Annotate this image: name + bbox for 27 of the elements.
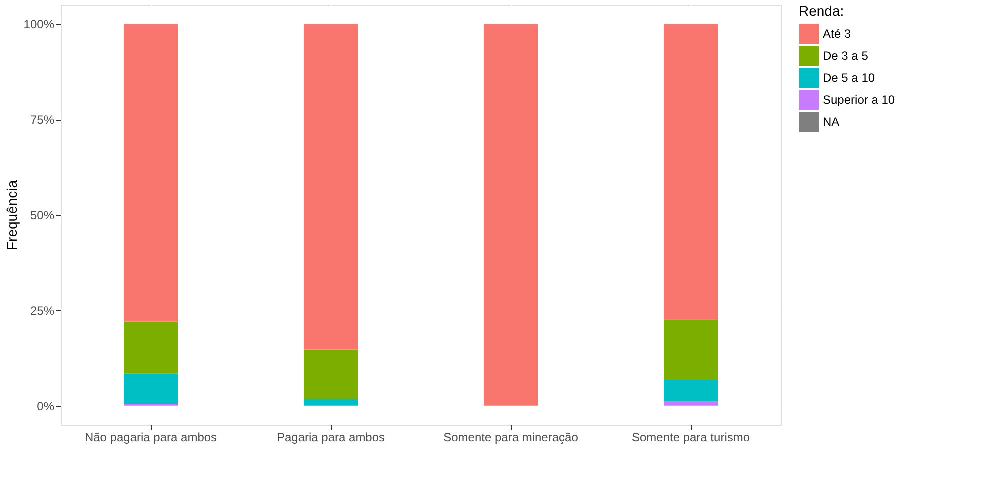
bar (664, 401, 718, 406)
y-tick-label: 75% (30, 113, 55, 128)
bar (484, 24, 538, 406)
y-tick-label: 50% (30, 208, 55, 222)
x-tick-label: Não pagaria para ambos (84, 430, 218, 444)
x-tick-label: Somente para mineração (444, 430, 579, 444)
legend-title: Renda: (799, 3, 844, 19)
y-tick-label: 25% (30, 304, 55, 318)
bar (124, 374, 178, 404)
x-tick-label: Somente para turismo (632, 430, 750, 444)
bar (304, 350, 358, 400)
x-tick-label: Pagaria para ambos (276, 430, 386, 444)
bar (124, 24, 178, 322)
bar (664, 320, 718, 380)
bar (124, 322, 178, 374)
legend-label: De 3 a 5 (823, 49, 869, 63)
bar (304, 24, 358, 350)
legend-label: Superior a 10 (823, 93, 896, 107)
y-tick-label: 0% (37, 399, 55, 414)
bar (664, 24, 718, 320)
bar (304, 399, 358, 406)
legend-label: Até 3 (823, 27, 852, 41)
y-axis-title: Frequência (4, 180, 20, 251)
legend-label: NA (823, 115, 840, 129)
legend-label: De 5 a 10 (823, 71, 876, 85)
bar (664, 380, 718, 402)
y-tick-label: 100% (24, 18, 55, 32)
